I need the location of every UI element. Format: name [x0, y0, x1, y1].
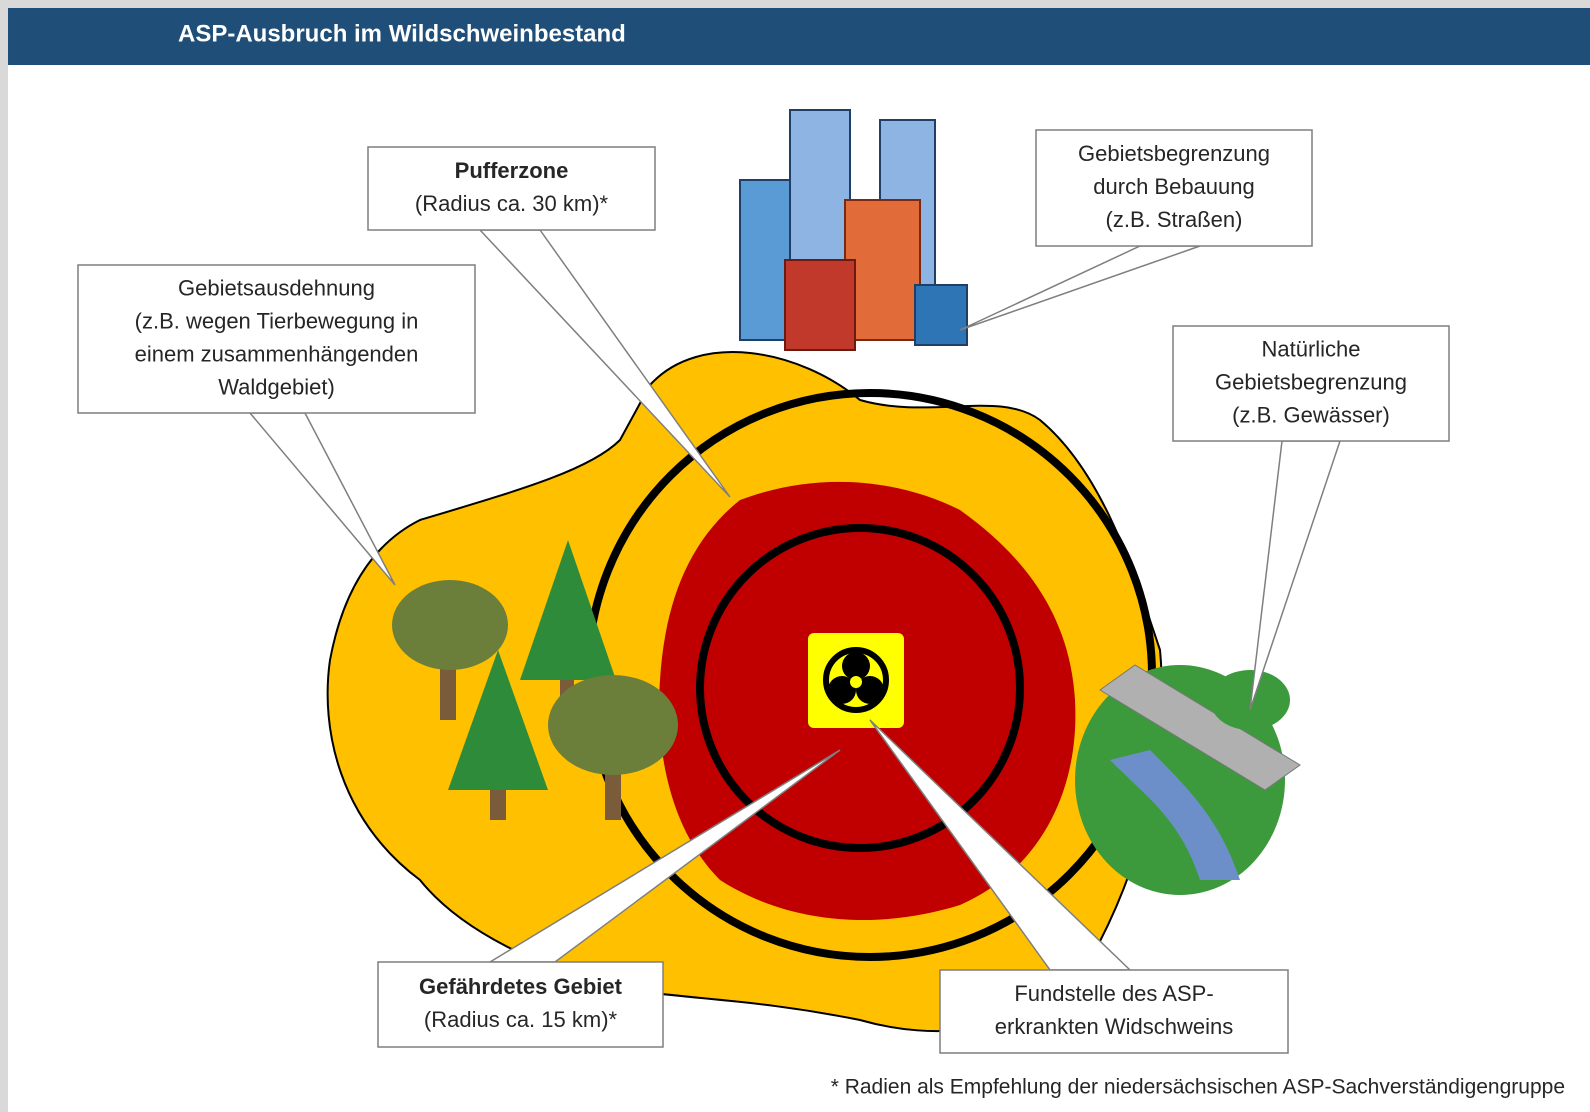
callout-title: Gefährdetes Gebiet	[419, 974, 623, 999]
callout-box	[367, 146, 656, 231]
trees	[392, 540, 678, 820]
callout-title: Pufferzone	[455, 158, 569, 183]
callout-text: (z.B. Straßen)	[1106, 207, 1243, 232]
callout-text: Gebietsausdehnung	[178, 275, 375, 300]
callout-text: Natürliche	[1261, 336, 1360, 361]
callout-text: (z.B. wegen Tierbewegung in	[135, 308, 419, 333]
biohazard-icon	[823, 647, 889, 713]
callout-text: erkrankten Widschweins	[995, 1014, 1233, 1039]
callout-text: Fundstelle des ASP-	[1014, 981, 1213, 1006]
callout-box	[77, 264, 476, 414]
illustration	[326, 109, 1301, 1033]
callout-box	[939, 969, 1289, 1054]
header-bar	[8, 8, 1590, 65]
buildings	[739, 109, 968, 351]
footnote: * Radien als Empfehlung der niedersächsi…	[831, 1076, 1565, 1099]
callout-box	[1035, 129, 1313, 247]
callout-box	[1172, 325, 1450, 442]
callout-box	[377, 961, 664, 1048]
callout-text: Gebietsbegrenzung	[1215, 369, 1407, 394]
inner-circle	[696, 524, 1024, 852]
callout-text: durch Bebauung	[1093, 174, 1254, 199]
callout-text: (z.B. Gewässer)	[1232, 402, 1390, 427]
river	[1075, 664, 1301, 895]
callout-text: einem zusammenhängenden	[135, 341, 419, 366]
callout-text: (Radius ca. 15 km)*	[424, 1007, 618, 1032]
callouts: Pufferzone (Radius ca. 30 km)* Gebietsausd…	[77, 129, 1450, 1054]
callout-text: Waldgebiet)	[218, 374, 335, 399]
header-title: ASP-Ausbruch im Wildschweinbestand	[178, 20, 626, 47]
callout-text: (Radius ca. 30 km)*	[415, 191, 609, 216]
callout-text: Gebietsbegrenzung	[1078, 141, 1270, 166]
